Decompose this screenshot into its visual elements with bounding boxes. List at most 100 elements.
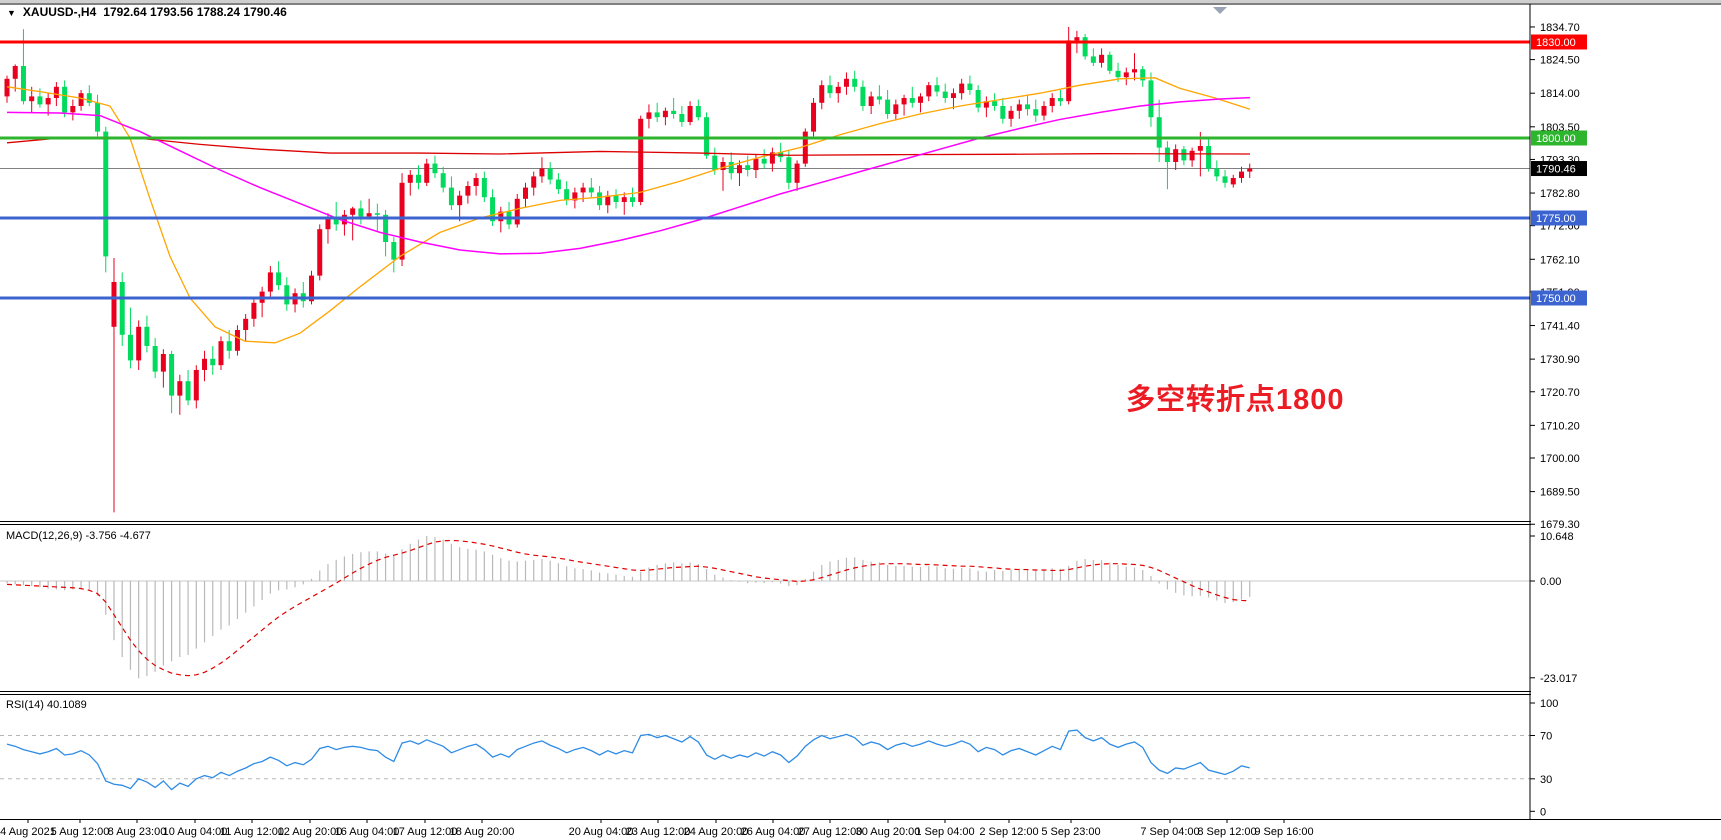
price-tick-label: 1814.00 xyxy=(1540,88,1580,100)
time-tick-label[interactable]: 18 Aug 20:00 xyxy=(450,826,515,838)
macd-name: MACD(12,26,9) xyxy=(6,530,83,542)
time-tick-label[interactable]: 7 Sep 04:00 xyxy=(1140,826,1199,838)
price-tick-label: 1730.90 xyxy=(1540,354,1580,366)
candle-body xyxy=(1189,150,1195,161)
candle-body xyxy=(20,66,26,102)
candle-body xyxy=(1049,98,1055,106)
candle-body xyxy=(1016,104,1022,111)
time-tick-label[interactable]: 27 Aug 12:00 xyxy=(798,826,863,838)
candle-body xyxy=(1164,147,1170,162)
time-tick-label[interactable]: 10 Aug 04:00 xyxy=(163,826,228,838)
candle-body xyxy=(662,110,668,118)
candle-body xyxy=(1239,171,1244,178)
candle-body xyxy=(177,381,183,396)
time-tick-label[interactable]: 12 Aug 20:00 xyxy=(278,826,343,838)
candle-body xyxy=(679,114,685,122)
candle-body xyxy=(1115,70,1121,78)
candle-body xyxy=(350,208,356,215)
candle-body xyxy=(424,163,430,183)
candle-body xyxy=(572,192,578,201)
candle-body xyxy=(769,152,775,164)
price-badge xyxy=(1531,34,1587,50)
candle-body xyxy=(1074,37,1080,41)
candle-body xyxy=(440,173,446,188)
candle-body xyxy=(794,163,800,183)
time-tick-label[interactable]: 2 Sep 12:00 xyxy=(979,826,1038,838)
chart-shift-marker-icon[interactable] xyxy=(1213,7,1227,14)
candle-body xyxy=(1222,176,1228,183)
rsi-current-value: 40.1089 xyxy=(46,699,87,711)
time-tick-label[interactable]: 11 Aug 12:00 xyxy=(220,826,284,838)
macd-signal-line xyxy=(6,539,1250,677)
time-tick-label[interactable]: 5 Aug 12:00 xyxy=(51,826,110,838)
time-tick-label[interactable]: 8 Aug 23:00 xyxy=(108,826,167,838)
rsi-tick-label: 100 xyxy=(1540,698,1558,710)
candle-body xyxy=(811,102,817,132)
price-badge xyxy=(1531,130,1587,146)
candle-body xyxy=(1173,149,1179,162)
time-tick-label[interactable]: 1 Sep 04:00 xyxy=(915,826,974,838)
candle-body xyxy=(407,174,413,183)
candle-body xyxy=(70,106,76,113)
time-tick-label[interactable]: 24 Aug 20:00 xyxy=(684,826,749,838)
macd-current-values: -3.756 -4.677 xyxy=(85,530,151,542)
candle-body xyxy=(1123,72,1129,78)
candle-body xyxy=(975,90,981,108)
candle-body xyxy=(399,182,405,260)
time-tick-label[interactable]: 20 Aug 04:00 xyxy=(569,826,634,838)
macd-tick-label: 0.00 xyxy=(1540,576,1561,588)
price-tick-label: 1762.10 xyxy=(1540,254,1580,266)
rsi-tick-label: 0 xyxy=(1540,806,1546,818)
candle-body xyxy=(564,189,570,201)
time-tick-label[interactable]: 17 Aug 12:00 xyxy=(393,826,458,838)
candle-body xyxy=(876,96,882,100)
candle-body xyxy=(646,112,652,119)
candle-body xyxy=(629,197,635,202)
time-tick-label[interactable]: 16 Aug 04:00 xyxy=(335,826,400,838)
candle-body xyxy=(827,85,833,94)
candle-body xyxy=(119,282,125,335)
candle-body xyxy=(251,302,257,319)
panel-separator-gap xyxy=(0,690,1721,696)
candle-body xyxy=(802,131,808,164)
candle-body xyxy=(1000,106,1006,119)
price-tick-label: 1720.70 xyxy=(1540,387,1580,399)
time-tick-label[interactable]: 4 Aug 2021 xyxy=(0,826,56,838)
symbol-timeframe-label: XAUUSD-,H4 xyxy=(22,5,97,19)
price-tick-label: 1782.80 xyxy=(1540,188,1580,200)
time-tick-label[interactable]: 8 Sep 12:00 xyxy=(1197,826,1256,838)
time-tick-label[interactable]: 5 Sep 23:00 xyxy=(1041,826,1100,838)
candle-body xyxy=(333,218,339,225)
candle-body xyxy=(736,165,742,174)
time-tick-label[interactable]: 26 Aug 04:00 xyxy=(741,826,806,838)
symbol-dropdown-icon[interactable]: ▼ xyxy=(7,7,16,18)
candle-body xyxy=(62,86,68,113)
candle-body xyxy=(481,178,487,198)
candle-body xyxy=(111,282,117,327)
candle-body xyxy=(621,197,627,202)
time-tick-label[interactable]: 9 Sep 16:00 xyxy=(1254,826,1313,838)
candle-body xyxy=(531,176,537,188)
candle-body xyxy=(374,213,380,215)
price-badge-label: 1775.00 xyxy=(1536,213,1576,225)
candle-body xyxy=(136,326,142,361)
candle-body xyxy=(671,110,677,114)
time-tick-label[interactable]: 23 Aug 12:00 xyxy=(626,826,691,838)
chart-title: ▼ XAUUSD-,H4 1792.64 1793.56 1788.24 179… xyxy=(7,5,287,19)
price-tick-label: 1710.20 xyxy=(1540,420,1580,432)
candle-body xyxy=(918,96,924,103)
candle-body xyxy=(992,101,998,106)
time-tick-label[interactable]: 30 Aug 20:00 xyxy=(856,826,921,838)
moving-average-fast-line xyxy=(6,77,1251,344)
price-tick-label: 1741.40 xyxy=(1540,321,1580,333)
price-tick-label: 1824.50 xyxy=(1540,55,1580,67)
candle-body xyxy=(728,162,734,174)
candle-body xyxy=(580,187,586,193)
candle-body xyxy=(860,86,866,106)
candle-body xyxy=(218,341,224,366)
candle-body xyxy=(843,78,849,87)
candle-body xyxy=(1033,109,1039,116)
moving-average-slow-line xyxy=(6,96,1251,255)
chart-text-annotation[interactable]: 多空转折点1800 xyxy=(1126,384,1345,416)
candle-body xyxy=(1206,146,1212,169)
